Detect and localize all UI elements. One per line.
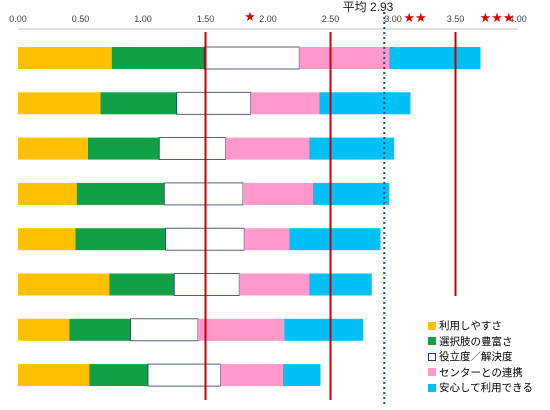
bar-segment-s4-r4 — [289, 228, 381, 251]
bar-segment-s2-r2 — [158, 137, 226, 161]
bar-segment-s3-r4 — [244, 228, 290, 251]
legend-item: 選択肢の豊富さ — [428, 334, 544, 350]
bar-segment-s0-r4 — [18, 228, 76, 251]
legend-item: 役立度／解決度 — [428, 349, 544, 365]
bar-segment-s3-r3 — [243, 182, 313, 205]
rating-stars-label: ★★ — [403, 10, 426, 25]
bar-segment-s1-r7 — [89, 364, 148, 387]
average-label: 平均 2.93 — [343, 0, 394, 14]
bar-segment-s0-r3 — [18, 182, 77, 205]
bar-segment-s0-r6 — [18, 318, 70, 341]
x-axis: 0.00 0.50 1.00 1.50 2.00 2.50 3.00 3.50 4.00 — [9, 14, 527, 30]
legend-item: 利用しやすさ — [428, 318, 544, 334]
x-tick-label: 2.50 — [322, 14, 340, 24]
legend-label: センターとの連携 — [439, 366, 523, 379]
bar-segment-s2-r5 — [173, 273, 240, 296]
bar-segment-s4-r5 — [309, 273, 372, 296]
legend-swatch — [428, 321, 436, 330]
bar-segment-s1-r3 — [76, 182, 165, 205]
bar-segment-s1-r1 — [100, 92, 177, 115]
legend: 利用しやすさ 選択肢の豊富さ 役立度／解決度 センターとの連携 安心して利用できる — [428, 318, 544, 396]
reference-lines: ★ ★★ ★★★平均 2.93 — [204, 0, 515, 405]
bar-segment-s1-r0 — [111, 47, 205, 69]
bar-segment-s0-r2 — [18, 137, 88, 160]
x-tick-label: 3.50 — [447, 14, 465, 24]
legend-item: センターとの連携 — [428, 365, 544, 381]
bar-segment-s4-r3 — [313, 182, 390, 205]
bar-segment-s1-r6 — [69, 318, 131, 341]
bar-segment-s1-r4 — [75, 228, 166, 251]
bar-segment-s4-r7 — [283, 364, 321, 387]
bar-segment-s2-r0 — [203, 46, 300, 70]
bar-segment-s1-r2 — [88, 137, 160, 160]
legend-swatch — [428, 352, 436, 361]
rating-stars-label: ★★★ — [480, 10, 515, 25]
bar-segment-s3-r0 — [299, 47, 390, 69]
bar-segment-s3-r5 — [239, 273, 310, 296]
legend-swatch — [428, 337, 436, 346]
bar-segment-s2-r3 — [163, 182, 244, 206]
bar-segment-s2-r1 — [176, 91, 251, 115]
bar-segment-s0-r7 — [18, 364, 90, 387]
bar-segment-s3-r7 — [220, 364, 283, 387]
bar-segment-s0-r5 — [18, 273, 110, 296]
rating-stars-label: ★ — [244, 9, 256, 24]
bar-segment-s0-r0 — [18, 47, 112, 69]
legend-label: 安心して利用できる — [439, 382, 533, 395]
bar-segment-s2-r6 — [130, 318, 199, 342]
bar-segment-s4-r1 — [319, 92, 411, 115]
x-tick-label: 1.50 — [197, 14, 215, 24]
bar-segment-s3-r6 — [198, 318, 285, 341]
bar-segment-s4-r0 — [389, 47, 481, 69]
bar-segment-s1-r5 — [109, 273, 175, 296]
bars — [18, 46, 481, 387]
legend-label: 利用しやすさ — [439, 320, 502, 333]
bar-segment-s3-r2 — [225, 137, 310, 160]
legend-swatch — [428, 383, 436, 392]
bar-segment-s4-r6 — [284, 318, 363, 341]
x-tick-label: 1.00 — [134, 14, 152, 24]
bar-segment-s4-r2 — [309, 137, 395, 160]
x-tick-label: 0.00 — [9, 14, 27, 24]
x-tick-label: 2.00 — [259, 14, 277, 24]
bar-segment-s2-r7 — [147, 363, 221, 387]
x-tick-label: 3.00 — [384, 14, 402, 24]
bar-segment-s0-r1 — [18, 92, 101, 115]
legend-label: 選択肢の豊富さ — [439, 335, 513, 348]
bar-segment-s3-r1 — [250, 92, 320, 115]
x-tick-label: 0.50 — [72, 14, 90, 24]
legend-item: 安心して利用できる — [428, 380, 544, 396]
legend-label: 役立度／解決度 — [439, 351, 513, 364]
legend-swatch — [428, 368, 436, 377]
x-tick-label: 4.00 — [509, 14, 527, 24]
